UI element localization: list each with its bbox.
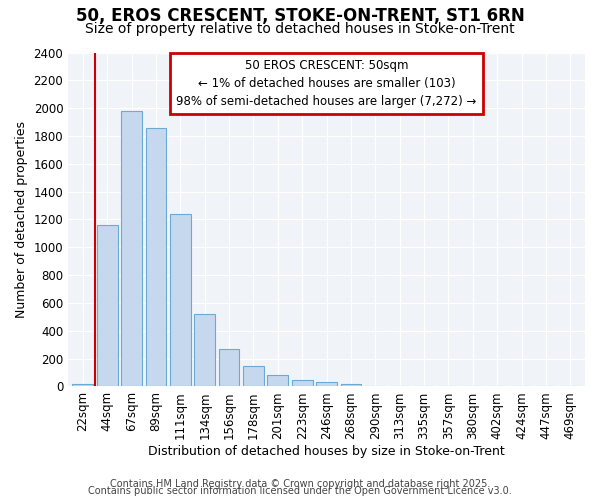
X-axis label: Distribution of detached houses by size in Stoke-on-Trent: Distribution of detached houses by size … [148, 444, 505, 458]
Bar [219, 349, 239, 387]
Bar [73, 384, 93, 386]
Bar [121, 111, 142, 386]
Text: 50, EROS CRESCENT, STOKE-ON-TRENT, ST1 6RN: 50, EROS CRESCENT, STOKE-ON-TRENT, ST1 6… [76, 8, 524, 26]
Bar [341, 384, 361, 386]
Bar [316, 382, 337, 386]
Text: 50 EROS CRESCENT: 50sqm
← 1% of detached houses are smaller (103)
98% of semi-de: 50 EROS CRESCENT: 50sqm ← 1% of detached… [176, 59, 477, 108]
Text: Contains HM Land Registry data © Crown copyright and database right 2025.: Contains HM Land Registry data © Crown c… [110, 479, 490, 489]
Bar [97, 225, 118, 386]
Y-axis label: Number of detached properties: Number of detached properties [15, 121, 28, 318]
Bar [146, 128, 166, 386]
Bar [268, 376, 288, 386]
Bar [170, 214, 191, 386]
Bar [243, 366, 264, 386]
Text: Size of property relative to detached houses in Stoke-on-Trent: Size of property relative to detached ho… [85, 22, 515, 36]
Bar [292, 380, 313, 386]
Bar [194, 314, 215, 386]
Text: Contains public sector information licensed under the Open Government Licence v3: Contains public sector information licen… [88, 486, 512, 496]
